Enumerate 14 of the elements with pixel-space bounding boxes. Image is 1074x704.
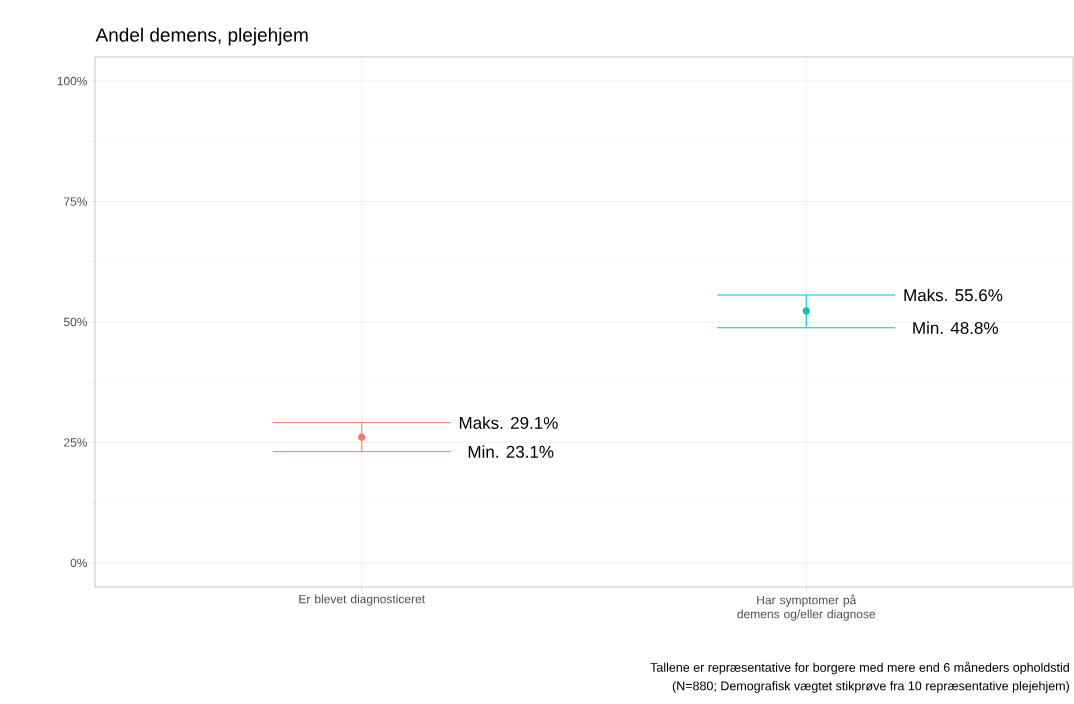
y-tick-label: 100% (57, 76, 88, 86)
text: (N=880; Demografisk vægtet stikprøve fra 10 repræsentative plejehjem) (672, 681, 1069, 693)
y-tick-label: 0% (70, 558, 88, 568)
y-tick-label: 50% (63, 317, 88, 327)
chart-title: Andel demens, plejehjem (95, 27, 308, 46)
x-tick-label: Har symptomer på demens og/eller diagnose (737, 594, 876, 621)
text: Tallene er repræsentative for borgere med mere end 6 måneders opholdstid (650, 661, 1069, 675)
annotation: Maks. 55.6% (904, 288, 1003, 302)
x-tick-label: Er blevet diagnosticeret (299, 594, 425, 606)
y-tick-label: 25% (64, 438, 88, 447)
annotation: Maks. 29.1% (459, 416, 558, 429)
annotation: Min. 48.8% (913, 321, 998, 335)
annotation: Min. 23.1% (468, 445, 554, 458)
y-tick-label: 75% (64, 197, 88, 206)
